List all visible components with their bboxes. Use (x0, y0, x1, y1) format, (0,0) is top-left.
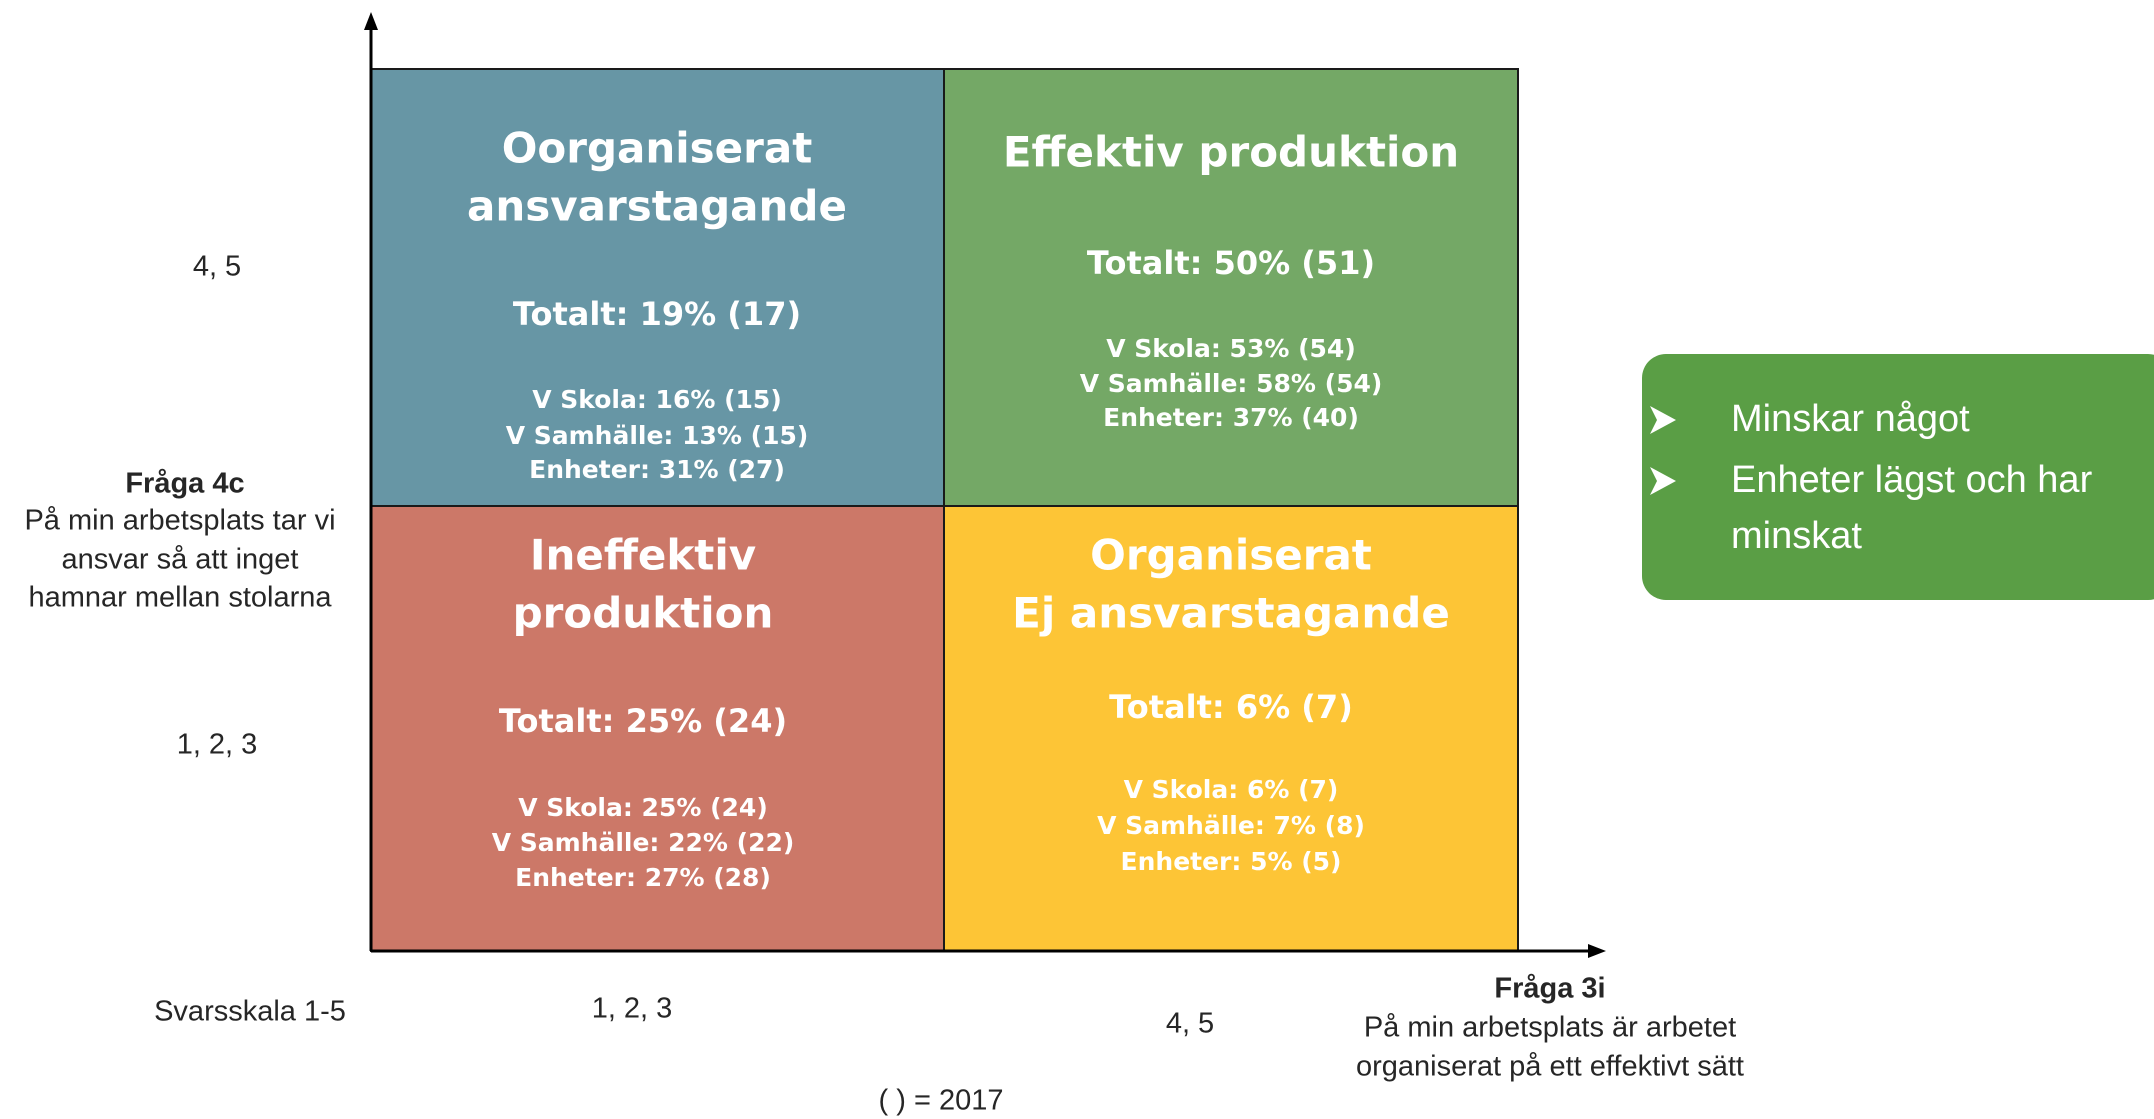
y-high-label: 4, 5 (193, 251, 241, 283)
quadrant-detail: V Samhälle: 13% (15) (506, 421, 809, 450)
quadrant-top-left (370, 68, 945, 507)
bullet-arrow (1650, 467, 1676, 495)
year-note: ( ) = 2017 (879, 1085, 1004, 1117)
quadrant-detail: V Skola: 53% (54) (1106, 334, 1356, 363)
y-low-label: 1, 2, 3 (177, 729, 258, 761)
callout-bullet: Enheter lägst och har (1731, 459, 2093, 501)
quadrant-detail: V Skola: 16% (15) (532, 385, 782, 414)
quadrant-title: ansvarstagande (467, 182, 847, 231)
y-axis-arrow (364, 12, 378, 30)
quadrant-bottom-left (370, 505, 945, 952)
quadrant-detail: Enheter: 27% (28) (515, 863, 771, 892)
callout-box (1642, 354, 2154, 600)
y-axis-description: ansvar så att inget (62, 544, 299, 576)
quadrant-top-right (943, 68, 1519, 507)
callout-bullet: minskat (1731, 515, 1862, 557)
quadrant-total: Totalt: 19% (17) (513, 295, 801, 333)
quadrant-detail: Enheter: 31% (27) (529, 455, 785, 484)
quadrant-title: Ineffektiv (530, 531, 756, 580)
quadrant-bottom-right (943, 505, 1519, 952)
x-axis-title: Fråga 3i (1494, 973, 1605, 1005)
x-high-label: 4, 5 (1166, 1008, 1214, 1040)
quadrant-total: Totalt: 6% (7) (1109, 688, 1353, 726)
quadrant-title: produktion (513, 589, 774, 638)
quadrant-total: Totalt: 50% (51) (1087, 244, 1375, 282)
quadrant-detail: Enheter: 37% (40) (1103, 403, 1359, 432)
y-axis-title: Fråga 4c (125, 468, 244, 500)
x-axis-description: organiserat på ett effektivt sätt (1356, 1051, 1744, 1083)
quadrant-title: Organiserat (1090, 531, 1372, 580)
quadrant-title: Oorganiserat (502, 124, 813, 173)
quadrant-total: Totalt: 25% (24) (499, 702, 787, 740)
quadrant-detail: Enheter: 5% (5) (1121, 847, 1342, 876)
quadrant-title: Ej ansvarstagande (1012, 589, 1450, 638)
bullet-arrow (1650, 406, 1676, 434)
x-axis-arrow (1588, 944, 1606, 958)
quadrant-detail: V Samhälle: 7% (8) (1097, 811, 1365, 840)
quadrant-detail: V Skola: 6% (7) (1124, 775, 1339, 804)
quadrant-detail: V Samhälle: 58% (54) (1080, 369, 1383, 398)
y-axis-description: På min arbetsplats tar vi (24, 505, 335, 537)
y-axis-description: hamnar mellan stolarna (28, 582, 332, 614)
callout-bullet: Minskar något (1731, 398, 1970, 440)
quadrant-detail: V Samhälle: 22% (22) (492, 828, 795, 857)
quadrant-title: Effektiv produktion (1003, 128, 1459, 177)
quadrant-detail: V Skola: 25% (24) (518, 793, 768, 822)
x-low-label: 1, 2, 3 (592, 993, 673, 1025)
x-axis-description: På min arbetsplats är arbetet (1364, 1012, 1736, 1044)
scale-label: Svarsskala 1-5 (154, 996, 346, 1028)
